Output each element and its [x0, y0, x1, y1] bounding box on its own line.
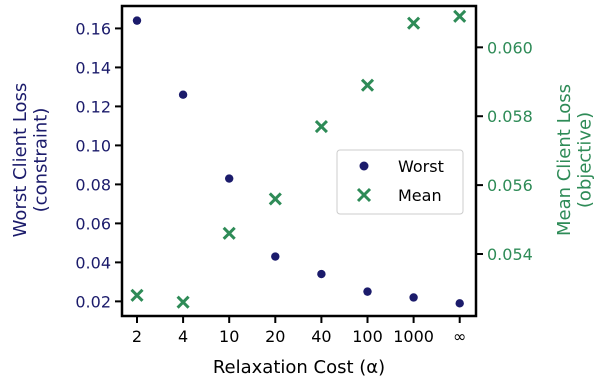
worst-point — [178, 90, 188, 99]
mean-point — [222, 226, 236, 240]
mean-point — [314, 119, 328, 134]
ylabel-left-line: Worst Client Loss — [10, 83, 31, 238]
mean-point-stroke — [222, 226, 236, 240]
worst-point — [363, 287, 372, 296]
worst-point — [132, 16, 142, 25]
x-tick-label: 2 — [132, 327, 142, 346]
left-y-tick-label: 0.04 — [75, 253, 111, 272]
mean-point — [453, 9, 467, 23]
legend-mean-label: Mean — [398, 186, 442, 205]
right-y-tick-label: 0.054 — [487, 245, 533, 264]
ylabel-left-line: (constraint) — [31, 108, 52, 213]
worst-point — [455, 299, 464, 308]
x-tick-label: 100 — [352, 327, 383, 346]
right-y-axis: 0.054 0.056 0.058 0.060 — [476, 38, 533, 264]
right-y-tick-label: 0.058 — [487, 107, 533, 126]
left-y-tick-label: 0.06 — [75, 214, 111, 233]
mean-point-stroke — [130, 288, 144, 302]
left-y-tick-label: 0.02 — [75, 292, 111, 311]
legend: Worst Mean — [336, 149, 464, 215]
mean-point-stroke — [453, 9, 467, 23]
x-tick-label: 4 — [178, 327, 188, 346]
x-tick-label: 1000 — [393, 327, 434, 346]
worst-point — [225, 174, 234, 183]
left-y-tick-label: 0.10 — [75, 136, 111, 155]
mean-point-stroke — [176, 295, 190, 309]
ylabel-right-line: Mean Client Loss — [554, 84, 575, 236]
legend-worst-label: Worst — [398, 157, 444, 176]
x-axis: 2 4 10 20 40 100 1000 ∞ — [132, 316, 466, 346]
ylabel-right-line: (objective) — [575, 112, 596, 208]
left-y-tick-label: 0.08 — [75, 175, 111, 194]
mean-point — [130, 288, 144, 302]
x-tick-label: 10 — [219, 327, 239, 346]
worst-point — [271, 252, 280, 261]
mean-point-stroke — [407, 16, 421, 30]
left-y-tick-label: 0.14 — [75, 58, 111, 77]
mean-point-stroke — [314, 119, 328, 134]
right-y-tick-label: 0.056 — [487, 176, 533, 195]
x-tick-label: ∞ — [453, 327, 466, 346]
legend-mean-marker — [356, 187, 372, 203]
mean-point-stroke — [360, 78, 375, 92]
worst-point — [409, 293, 418, 302]
mean-point — [268, 192, 282, 206]
left-y-axis-label: Worst Client Loss(constraint) — [10, 83, 52, 238]
mean-point — [360, 78, 375, 92]
x-tick-label: 20 — [265, 327, 285, 346]
right-y-axis-label: Mean Client Loss(objective) — [554, 84, 596, 236]
left-y-tick-label: 0.12 — [75, 97, 111, 116]
plot-frame — [120, 4, 478, 318]
x-axis-label: Relaxation Cost (α) — [213, 357, 385, 378]
legend-worst-marker — [359, 161, 369, 171]
mean-point — [176, 295, 190, 309]
left-y-tick-label: 0.16 — [75, 19, 111, 38]
legend-mean-stroke — [356, 187, 372, 203]
plot-marks — [130, 9, 467, 309]
left-y-axis: 0.02 0.04 0.06 0.08 0.10 0.12 0.14 0.16 — [75, 19, 122, 311]
worst-point — [317, 269, 326, 279]
right-y-tick-label: 0.060 — [487, 38, 533, 57]
mean-point-stroke — [268, 192, 282, 206]
mean-point — [407, 16, 421, 30]
x-tick-label: 40 — [311, 327, 331, 346]
